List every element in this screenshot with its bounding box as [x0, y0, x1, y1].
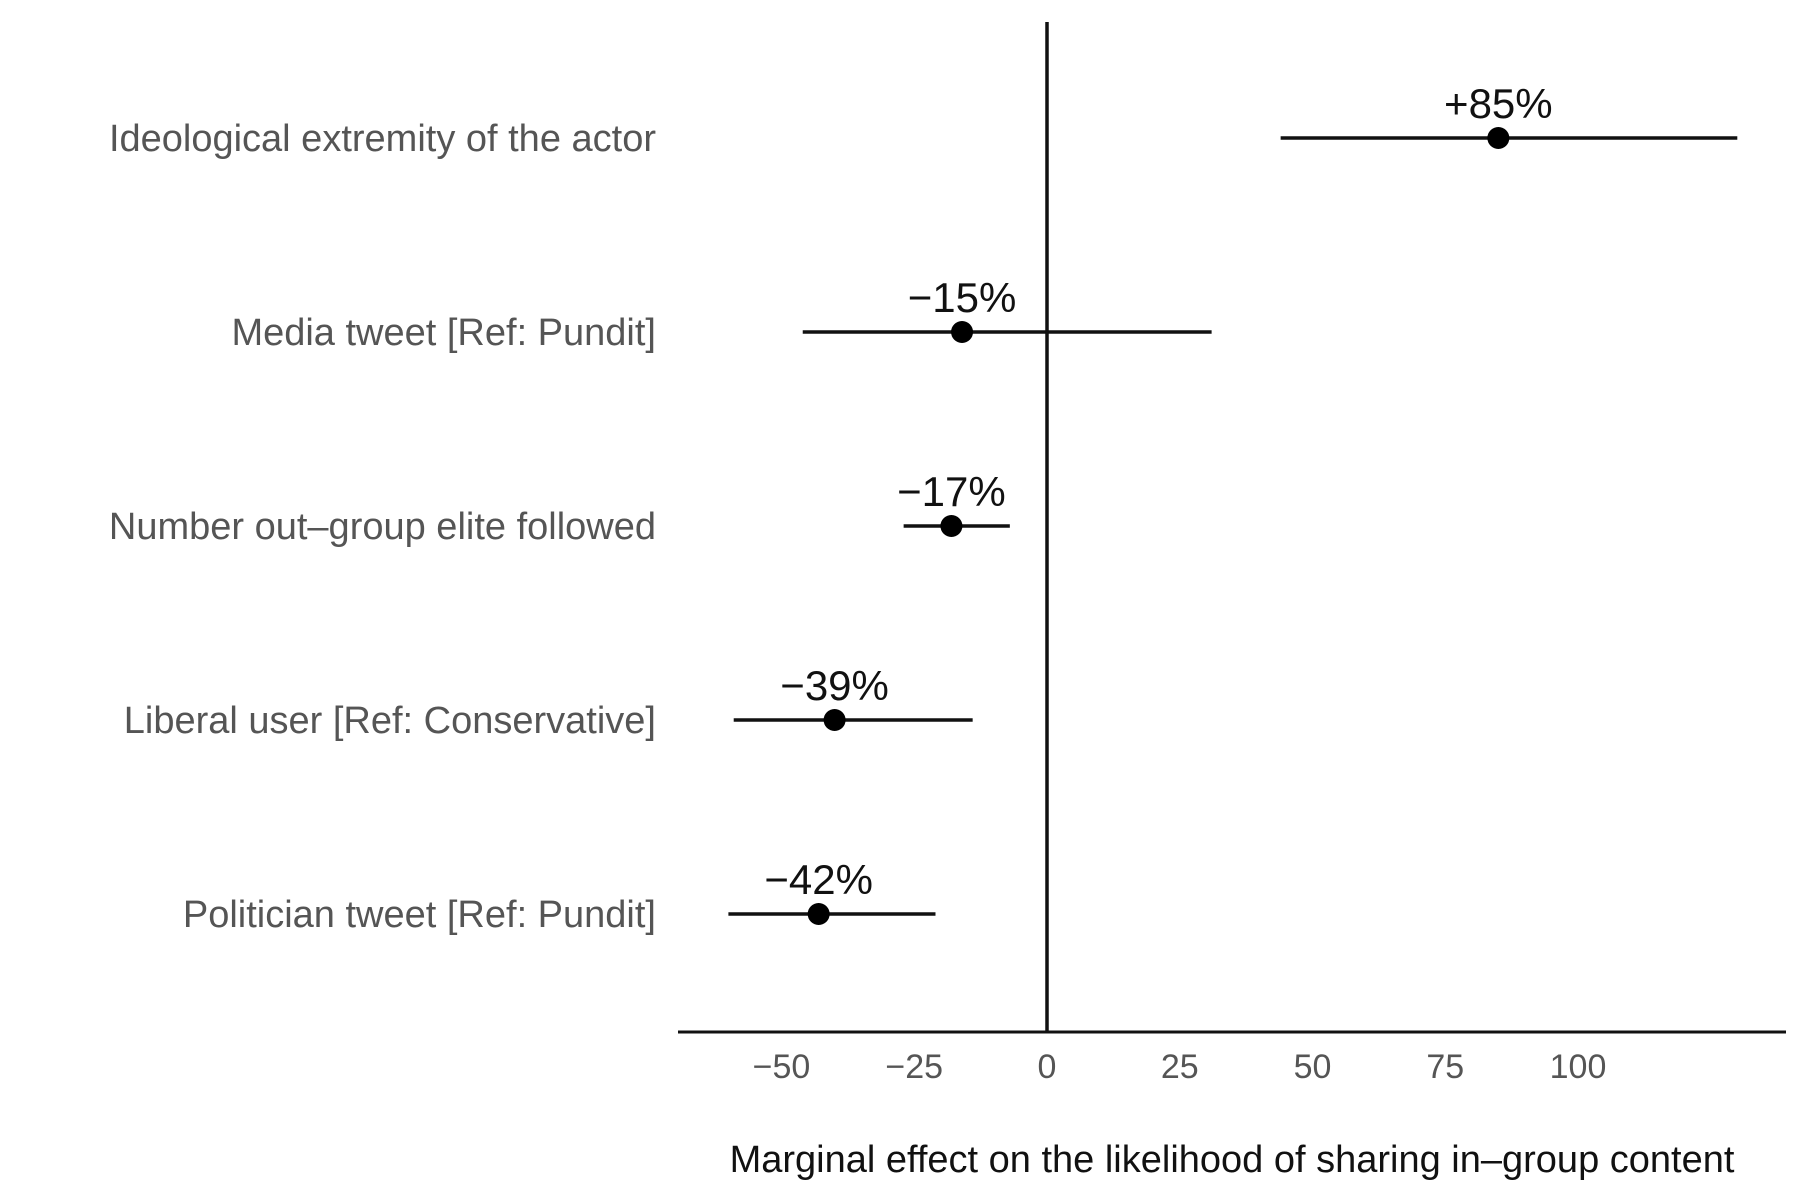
x-tick-label: 50	[1294, 1048, 1332, 1086]
category-labels: Ideological extremity of the actor Media …	[109, 118, 656, 936]
estimate-point	[951, 321, 974, 343]
value-label: −15%	[908, 274, 1017, 321]
x-axis-title: Marginal effect on the likelihood of sha…	[730, 1139, 1735, 1181]
category-label: Liberal user [Ref: Conservative]	[124, 700, 656, 742]
category-label: Ideological extremity of the actor	[109, 118, 656, 160]
category-label: Politician tweet [Ref: Pundit]	[183, 894, 656, 936]
value-label: −42%	[764, 856, 873, 903]
x-tick-labels: −50 −25 0 25 50 75 100	[753, 1048, 1607, 1086]
x-tick-label: −50	[753, 1048, 811, 1086]
estimate-point	[940, 515, 963, 537]
x-tick-label: 100	[1550, 1048, 1607, 1086]
estimate-point	[807, 903, 830, 925]
category-label: Number out–group elite followed	[109, 506, 656, 548]
value-labels: +85% −15% −17% −39% −42%	[764, 80, 1552, 903]
x-tick-label: 0	[1038, 1048, 1057, 1086]
value-label: −39%	[780, 662, 889, 709]
category-label: Media tweet [Ref: Pundit]	[231, 312, 656, 354]
x-tick-label: −25	[885, 1048, 943, 1086]
point-estimates	[807, 127, 1510, 925]
x-tick-label: 75	[1426, 1048, 1464, 1086]
value-label: +85%	[1444, 80, 1553, 127]
x-tick-label: 25	[1161, 1048, 1199, 1086]
axes	[678, 22, 1786, 1034]
confidence-intervals	[728, 136, 1738, 916]
value-label: −17%	[897, 468, 1006, 515]
estimate-point	[823, 709, 846, 731]
estimate-point	[1487, 127, 1510, 149]
